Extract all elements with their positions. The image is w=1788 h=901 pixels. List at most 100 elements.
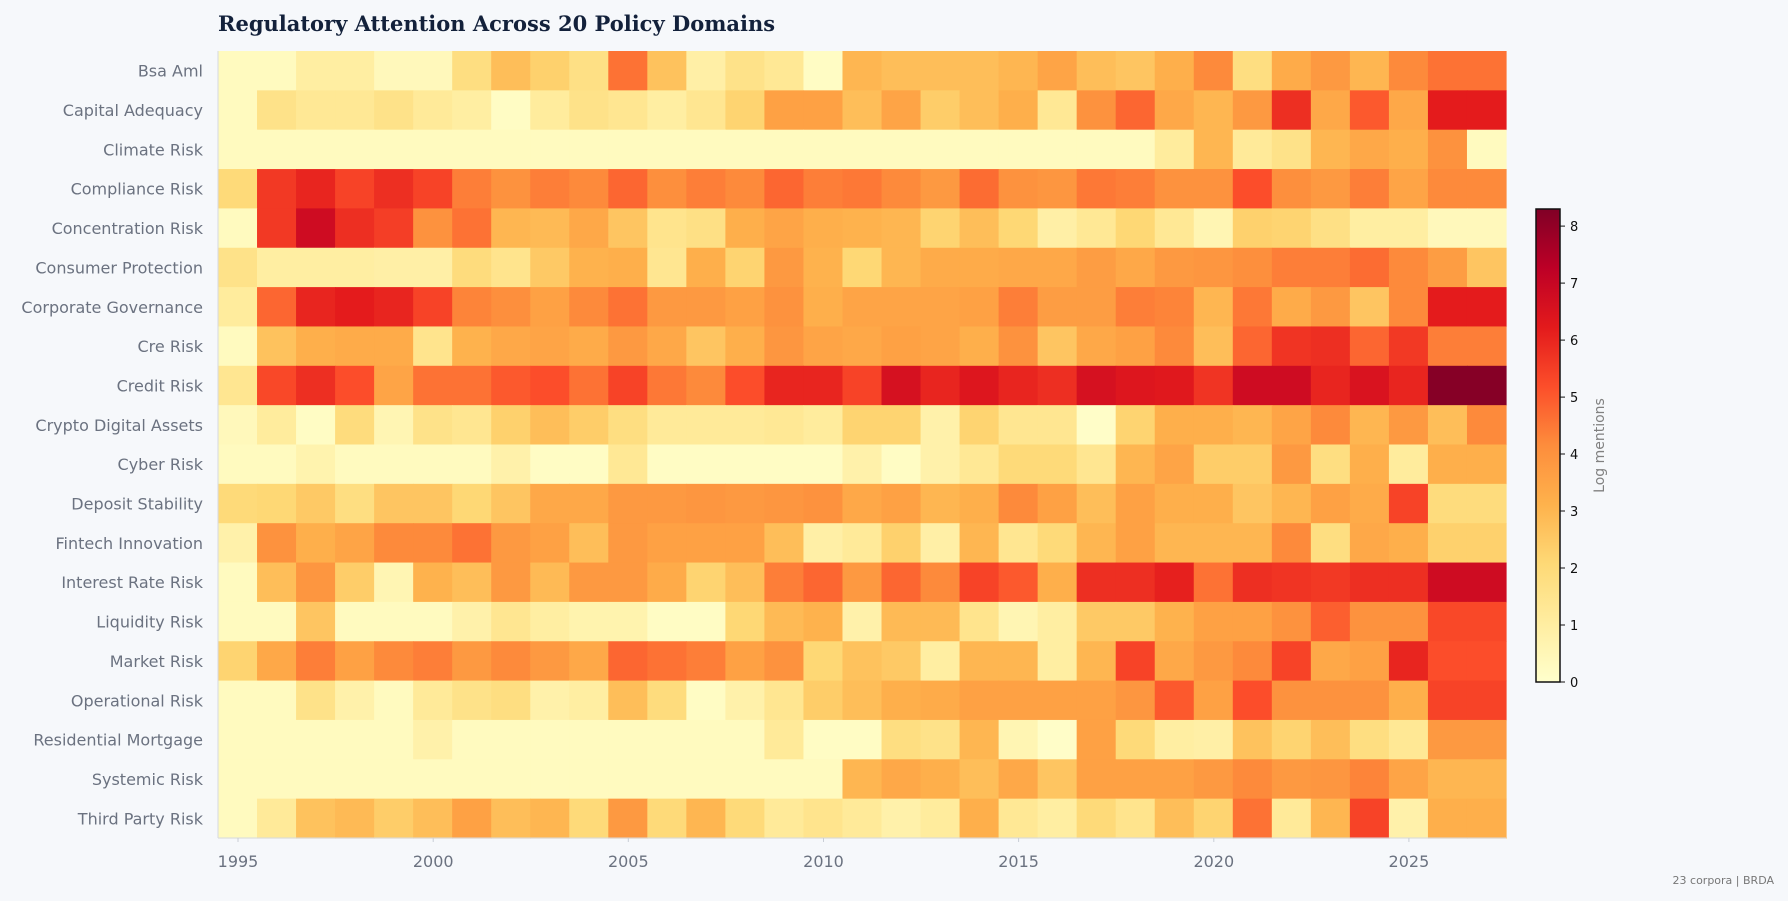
heatmap-cell (413, 601, 453, 642)
heatmap-cell (686, 601, 726, 642)
heatmap-cell (920, 444, 961, 485)
heatmap-cell (530, 405, 570, 446)
heatmap-cell (920, 326, 961, 367)
heatmap-cell (1310, 169, 1351, 209)
heatmap-cell (608, 405, 648, 446)
heatmap-cell (257, 601, 297, 642)
heatmap-cell (491, 247, 531, 288)
heatmap-cell (374, 562, 414, 603)
heatmap-cell (725, 247, 766, 288)
heatmap-cell (257, 641, 297, 682)
heatmap-cell (296, 51, 336, 91)
heatmap-cell (920, 798, 961, 839)
heatmap-cell (1310, 523, 1351, 564)
heatmap-cell (452, 562, 492, 603)
heatmap-cell (608, 90, 648, 131)
heatmap-cell (608, 601, 648, 642)
heatmap-cell (764, 562, 805, 603)
heatmap-cell (1115, 562, 1156, 603)
heatmap-cell (218, 798, 258, 839)
colorbar-tick-label: 8 (1570, 220, 1578, 235)
heatmap-cell (1193, 169, 1234, 209)
heatmap-cell (569, 405, 609, 446)
colorbar-label: Log mentions (1592, 398, 1608, 493)
heatmap-cell (725, 483, 766, 524)
heatmap-cell (257, 483, 297, 524)
heatmap-cell (1154, 444, 1195, 485)
heatmap-cell (686, 51, 726, 91)
heatmap-cell (842, 90, 883, 131)
heatmap-cell (1427, 405, 1468, 446)
heatmap-cell (491, 759, 531, 800)
heatmap-cell (959, 562, 1000, 603)
heatmap-cell (998, 90, 1039, 131)
heatmap-cell (920, 169, 961, 209)
heatmap-cell (569, 483, 609, 524)
heatmap-cell (803, 641, 844, 682)
heatmap-cell (1193, 523, 1234, 564)
heatmap-cell (1388, 247, 1429, 288)
heatmap-cell (1076, 444, 1117, 485)
colorbar-tick-label: 3 (1570, 505, 1578, 520)
heatmap-cell (686, 562, 726, 603)
heatmap-cell (686, 641, 726, 682)
heatmap-cell (959, 287, 1000, 328)
heatmap-cell (374, 169, 414, 209)
heatmap-cell (647, 641, 687, 682)
heatmap-cell (1271, 405, 1312, 446)
heatmap-cell (257, 51, 297, 91)
heatmap-cell (998, 759, 1039, 800)
heatmap-cell (686, 680, 726, 721)
heatmap-cell (1193, 719, 1234, 760)
heatmap-cell (725, 287, 766, 328)
heatmap-cell (842, 680, 883, 721)
heatmap-cell (725, 719, 766, 760)
heatmap-cell (491, 51, 531, 91)
heatmap-cell (647, 129, 687, 170)
heatmap-cell (686, 208, 726, 249)
heatmap-cell (1427, 444, 1468, 485)
heatmap-cell (491, 405, 531, 446)
heatmap-cell (413, 51, 453, 91)
heatmap-cell (1271, 719, 1312, 760)
heatmap-cell (452, 798, 492, 839)
heatmap-cell (1388, 326, 1429, 367)
heatmap-cell (452, 51, 492, 91)
heatmap-cell (764, 641, 805, 682)
heatmap-cell (803, 523, 844, 564)
heatmap-cell (647, 326, 687, 367)
heatmap-cell (1037, 444, 1078, 485)
heatmap-cell (1310, 719, 1351, 760)
heatmap-cell (452, 405, 492, 446)
heatmap-cell (1466, 719, 1507, 760)
heatmap-cell (1388, 90, 1429, 131)
heatmap-cell (1037, 208, 1078, 249)
heatmap-cell (842, 129, 883, 170)
heatmap-cell (1076, 798, 1117, 839)
heatmap-cell (218, 405, 258, 446)
heatmap-cell (920, 680, 961, 721)
heatmap-cell (1466, 798, 1507, 839)
heatmap-cell (452, 759, 492, 800)
heatmap-cell (842, 365, 883, 406)
heatmap-cell (530, 326, 570, 367)
heatmap-cell (1349, 601, 1390, 642)
heatmap-cell (998, 719, 1039, 760)
heatmap-cell (1271, 90, 1312, 131)
heatmap-cell (296, 562, 336, 603)
heatmap-cell (374, 680, 414, 721)
heatmap-cell (413, 798, 453, 839)
y-tick-label: Interest Rate Risk (61, 573, 203, 592)
heatmap-cell (1466, 759, 1507, 800)
heatmap-cell (1076, 759, 1117, 800)
heatmap-cell (803, 601, 844, 642)
heatmap-cell (569, 680, 609, 721)
heatmap-cell (881, 562, 922, 603)
heatmap-cell (335, 247, 375, 288)
heatmap-cell (1232, 169, 1273, 209)
heatmap-cell (1427, 601, 1468, 642)
heatmap-cell (920, 641, 961, 682)
heatmap-cell (1037, 680, 1078, 721)
heatmap-cell (530, 90, 570, 131)
heatmap-cell (998, 287, 1039, 328)
